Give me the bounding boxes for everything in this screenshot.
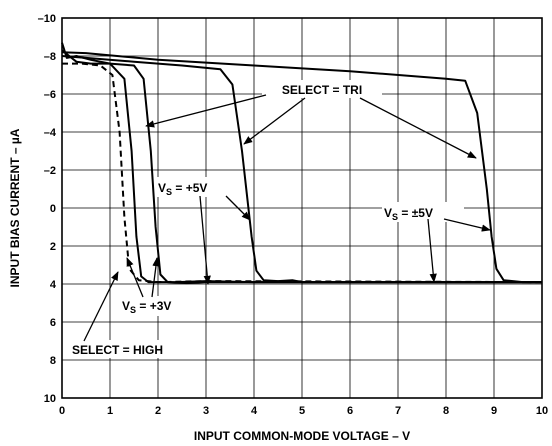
vs-pm5v-sub: S xyxy=(392,212,398,222)
annotation-vs-pm5v: VS = ±5V xyxy=(382,202,464,222)
annotation-vs-5v: VS = +5V xyxy=(156,177,238,197)
arrow-pm5v-to-9v xyxy=(443,218,491,232)
arrow-tri-to-2v xyxy=(145,94,267,128)
x-tick-label: 4 xyxy=(251,405,258,417)
annotation-vs-3v: VS = +3V xyxy=(120,296,200,316)
x-tick-label: 6 xyxy=(347,405,353,417)
y-tick-label: –10 xyxy=(38,13,56,25)
annotation-select-tri-text: SELECT = TRI xyxy=(282,83,362,97)
vs-3v-tail: = +3V xyxy=(136,299,171,313)
vs-5v-main: V xyxy=(158,181,166,195)
y-tick-label: –4 xyxy=(44,127,57,139)
y-tick-label: 6 xyxy=(50,317,56,329)
y-axis-label: INPUT BIAS CURRENT – µA xyxy=(8,128,22,287)
y-tick-label: –8 xyxy=(44,51,56,63)
y-tick-label: 8 xyxy=(50,355,56,367)
series-line-3 xyxy=(61,55,542,284)
x-tick-label: 7 xyxy=(395,405,401,417)
arrow-pm5v-to-dash xyxy=(427,218,437,283)
arrow-tri-to-9v xyxy=(359,97,477,159)
vs-3v-main: V xyxy=(122,299,130,313)
annotation-select-tri-bg xyxy=(262,80,382,98)
arrow-3v-left xyxy=(126,257,144,298)
annotation-arrows xyxy=(83,94,491,342)
annotation-vs-pm5v-text: VS = ±5V xyxy=(384,206,433,222)
x-tick-label: 10 xyxy=(536,405,548,417)
annotation-select-high: SELECT = HIGH xyxy=(68,340,196,358)
y-tick-label: 2 xyxy=(50,241,56,253)
annotation-select-tri: SELECT = TRI xyxy=(262,80,382,98)
annotation-vs-3v-text: VS = +3V xyxy=(122,299,171,315)
arrow-3v-right xyxy=(151,257,160,298)
series-curves xyxy=(61,42,543,285)
y-tick-label: 0 xyxy=(50,203,56,215)
annotation-vs-3v-bg xyxy=(120,296,200,316)
y-tick-label: –6 xyxy=(44,89,56,101)
series-line-5 xyxy=(62,62,543,284)
annotation-vs-5v-bg xyxy=(156,177,238,197)
x-axis-label: INPUT COMMON-MODE VOLTAGE – V xyxy=(194,429,410,443)
annotation-select-high-text: SELECT = HIGH xyxy=(72,343,163,357)
x-tick-label: 0 xyxy=(59,405,65,417)
annotation-vs-5v-text: VS = +5V xyxy=(158,181,207,197)
series-line-2 xyxy=(61,49,542,285)
x-tick-label: 9 xyxy=(491,405,497,417)
x-tick-label: 2 xyxy=(155,405,161,417)
arrow-5v-to-4v xyxy=(225,195,251,221)
y-tick-label: 10 xyxy=(44,393,56,405)
annotation-select-high-bg xyxy=(68,340,196,358)
x-tick-label: 8 xyxy=(443,405,449,417)
x-tick-label: 1 xyxy=(107,405,113,417)
annotation-vs-pm5v-bg xyxy=(382,202,464,222)
arrow-5v-to-dash xyxy=(199,195,211,285)
vs-5v-tail: = +5V xyxy=(172,181,207,195)
vs-3v-sub: S xyxy=(130,305,136,315)
tick-labels: 0 1 2 3 4 5 6 7 8 9 10 –10 –8 –6 –4 –2 0 2 4 6 8 10 xyxy=(38,13,548,417)
vs-pm5v-main: V xyxy=(384,206,392,220)
arrow-high xyxy=(83,271,119,342)
x-tick-label: 5 xyxy=(299,405,305,417)
vs-pm5v-tail: = ±5V xyxy=(398,206,433,220)
arrow-tri-to-4v xyxy=(243,97,306,145)
plot-frame xyxy=(61,17,543,399)
y-tick-label: 4 xyxy=(50,279,57,291)
series-line-4 xyxy=(61,51,542,284)
vs-5v-sub: S xyxy=(166,187,172,197)
y-tick-label: –2 xyxy=(44,165,56,177)
x-tick-label: 3 xyxy=(203,405,209,417)
